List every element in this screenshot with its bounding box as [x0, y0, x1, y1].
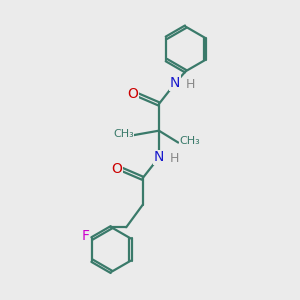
Text: CH₃: CH₃ [113, 129, 134, 139]
Text: F: F [82, 229, 89, 243]
Text: O: O [127, 87, 138, 101]
Text: N: N [170, 76, 181, 90]
Text: N: N [154, 150, 164, 164]
Text: H: H [186, 78, 195, 91]
Text: O: O [111, 162, 122, 176]
Text: CH₃: CH₃ [180, 136, 200, 146]
Text: H: H [170, 152, 179, 165]
